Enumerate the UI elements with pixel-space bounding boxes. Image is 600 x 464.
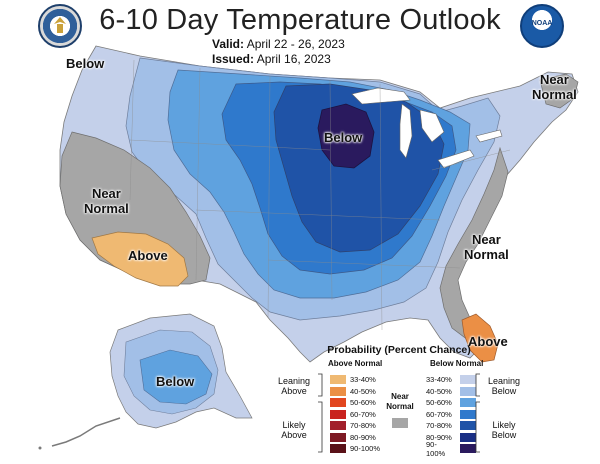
legend-below-row: 80-90% (426, 432, 480, 443)
legend-below-header: Below Normal (430, 359, 484, 368)
commerce-seal-logo (38, 4, 82, 48)
legend-below-range: 90-100% (426, 439, 446, 458)
legend-likely-above-label: Likely Above (281, 420, 307, 440)
issued-line: Issued: April 16, 2023 (212, 52, 331, 66)
legend-below-row: 33-40% (426, 374, 480, 385)
label-florida-above: Above (468, 334, 508, 349)
legend-above-swatch (330, 386, 346, 396)
legend-below-range: 80-90% (426, 432, 452, 442)
aleutian-islands (51, 417, 121, 447)
lake-michigan (399, 103, 413, 159)
probability-legend: Probability (Percent Chance) Above Norma… (270, 344, 528, 460)
legend-leaning-above-label: Leaning Above (277, 376, 311, 396)
legend-below-row: 50-60% (426, 397, 480, 408)
legend-below-swatch (460, 398, 476, 407)
legend-above-range: 40-50% (350, 386, 376, 396)
lake-huron (419, 109, 445, 143)
noaa-logo-text: NOAA (531, 20, 553, 27)
legend-below-row: 70-80% (426, 420, 480, 431)
legend-above-swatch (330, 444, 346, 453)
legend-above-row: 40-50% (326, 386, 376, 397)
legend-below-swatch (460, 386, 476, 396)
legend-below-swatch (460, 444, 476, 453)
lake-superior (351, 87, 411, 105)
legend-above-row: 50-60% (326, 397, 376, 408)
legend-leaning-below-label: Leaning Below (487, 376, 521, 396)
label-great-lakes-below: Below (324, 130, 363, 145)
label-northeast-near-normal: Near Normal (532, 72, 577, 102)
legend-above-row: 33-40% (326, 374, 376, 385)
legend-below-swatch (460, 409, 476, 419)
label-west-near-normal: Near Normal (84, 186, 129, 216)
legend-above-row: 70-80% (326, 420, 376, 431)
legend-above-range: 60-70% (350, 409, 376, 419)
issued-value: April 16, 2023 (256, 52, 331, 66)
island-dot (38, 446, 42, 450)
legend-below-row: 90-100% (426, 440, 480, 458)
eagle-icon (54, 17, 66, 33)
florida-above-region (461, 313, 499, 363)
legend-above-swatch (330, 409, 346, 419)
legend-below-swatch (460, 375, 476, 384)
label-southwest-above: Above (128, 248, 168, 263)
legend-above-swatch (330, 432, 346, 442)
legend-above-range: 90-100% (350, 444, 381, 453)
legend-above-range: 70-80% (350, 421, 376, 430)
northeast-near-normal-region (539, 73, 579, 109)
page-title: 6-10 Day Temperature Outlook (99, 4, 501, 36)
valid-line: Valid: April 22 - 26, 2023 (212, 37, 345, 51)
state-borders (129, 59, 511, 331)
label-northwest-below: Below (66, 56, 105, 71)
legend-above-range: 50-60% (350, 398, 376, 407)
label-alaska-below: Below (156, 374, 195, 389)
lake-ontario (475, 129, 503, 143)
legend-above-header: Above Normal (328, 359, 383, 368)
lake-erie (437, 149, 475, 169)
legend-above-swatch (330, 421, 346, 430)
legend-below-swatch (460, 432, 476, 442)
legend-brackets (318, 373, 480, 453)
legend-above-range: 33-40% (350, 375, 376, 384)
legend-above-swatch (330, 398, 346, 407)
label-southeast-near-normal: Near Normal (464, 232, 509, 262)
noaa-logo: NOAA (520, 4, 564, 48)
southwest-above-region (91, 231, 189, 287)
valid-label: Valid: (212, 37, 245, 51)
alaska-below-50-60-region (139, 349, 213, 405)
below-80-90-region (317, 103, 375, 169)
issued-label: Issued: (212, 52, 255, 66)
legend-title: Probability (Percent Chance) (327, 344, 471, 356)
legend-near-normal-swatch (392, 418, 408, 428)
legend-above-swatch (330, 375, 346, 384)
legend-below-range: 50-60% (426, 398, 452, 407)
legend-below-range: 40-50% (426, 386, 452, 396)
legend-above-row: 90-100% (326, 443, 380, 454)
legend-below-row: 40-50% (426, 386, 480, 397)
legend-below-range: 60-70% (426, 409, 452, 419)
legend-likely-below-label: Likely Below (491, 420, 517, 440)
legend-below-row: 60-70% (426, 409, 480, 420)
legend-above-row: 80-90% (326, 432, 376, 443)
legend-below-range: 33-40% (426, 375, 452, 384)
legend-near-normal-label: Near Normal (386, 392, 414, 411)
valid-value: April 22 - 26, 2023 (246, 37, 345, 51)
legend-above-row: 60-70% (326, 409, 376, 420)
legend-below-swatch (460, 421, 476, 430)
legend-above-range: 80-90% (350, 432, 376, 442)
legend-below-range: 70-80% (426, 421, 452, 430)
